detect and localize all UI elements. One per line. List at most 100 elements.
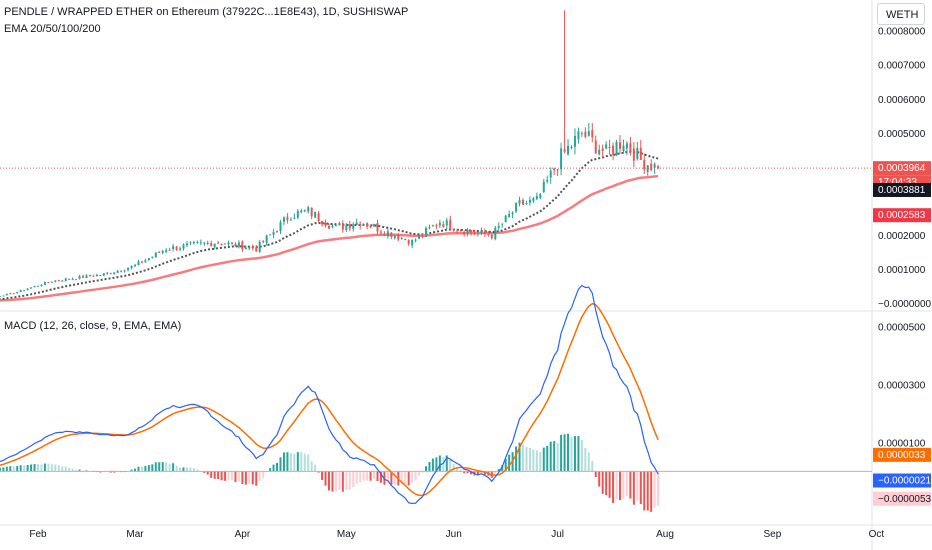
candle-body xyxy=(85,275,88,278)
histogram-bar xyxy=(293,453,296,472)
candle-body xyxy=(546,180,549,182)
histogram-bar xyxy=(168,463,171,472)
histogram-bar xyxy=(248,471,251,485)
candle-body xyxy=(227,242,230,245)
histogram-bar xyxy=(629,471,632,499)
histogram-bar xyxy=(328,471,330,491)
histogram-bar xyxy=(75,470,78,472)
histogram-bar xyxy=(30,464,33,472)
histogram-bar xyxy=(172,463,175,472)
time-axis-tick-label: Oct xyxy=(869,529,885,540)
histogram-bar xyxy=(532,449,535,472)
histogram-bar xyxy=(161,462,164,472)
candle-body xyxy=(50,281,53,283)
histogram-bar xyxy=(237,471,240,481)
candle-body xyxy=(518,199,521,204)
candle-body xyxy=(625,143,628,149)
candle-body xyxy=(373,224,376,227)
candle-body xyxy=(376,223,379,232)
time-axis-tick-label: Apr xyxy=(235,529,251,540)
candle-body xyxy=(5,293,8,296)
histogram-bar xyxy=(154,462,157,472)
histogram-bar xyxy=(57,465,60,472)
histogram-bar xyxy=(210,471,213,478)
candle-body xyxy=(532,198,535,201)
candle-body xyxy=(542,181,545,193)
histogram-bar xyxy=(577,436,580,472)
histogram-bar xyxy=(244,471,247,485)
histogram-bar xyxy=(594,471,597,478)
histogram-bar xyxy=(400,471,403,485)
candle-body xyxy=(265,235,268,243)
price-tags: 0.0003964 17:04:330.0003881 0.0002583 0.000… xyxy=(0,161,932,506)
price-axis-tick-label: 0.0001000 xyxy=(878,265,926,276)
ema-200-line xyxy=(0,174,659,302)
countdown-tag: 17:04:33 xyxy=(878,177,917,188)
candle-body xyxy=(289,219,292,221)
time-axis-tick-label: Aug xyxy=(656,529,674,540)
candle-body xyxy=(431,225,434,227)
macd-legend[interactable]: MACD (12, 26, close, 9, EMA, EMA) xyxy=(4,320,182,332)
histogram-bar xyxy=(279,457,282,472)
histogram-bar xyxy=(217,471,220,480)
histogram-bar xyxy=(262,471,265,478)
histogram-bar xyxy=(68,467,71,472)
candle-body xyxy=(470,230,473,233)
histogram-bar xyxy=(213,471,216,479)
candle-body xyxy=(95,274,98,277)
histogram-bar xyxy=(383,471,386,485)
histogram-bar xyxy=(379,471,382,483)
candle-body xyxy=(615,141,618,155)
candle-body xyxy=(549,170,552,178)
histogram-bar xyxy=(324,471,327,486)
histogram-bar xyxy=(227,471,230,481)
candle-body xyxy=(134,265,136,267)
candle-body xyxy=(307,207,310,212)
candle-body xyxy=(161,250,164,253)
candle-body xyxy=(251,246,254,249)
histogram-bar xyxy=(646,471,649,511)
ema-20-path xyxy=(0,150,659,301)
histogram-bar xyxy=(549,441,552,472)
histogram-bar xyxy=(33,464,36,472)
candle-body xyxy=(483,231,486,234)
ema-200-path xyxy=(0,174,659,302)
signal-value-tag: 0.0000033 xyxy=(878,450,926,461)
candle-body xyxy=(473,232,476,234)
histogram-bar xyxy=(26,464,29,472)
candle-body xyxy=(459,230,462,232)
candle-body xyxy=(30,287,33,289)
candle-body xyxy=(379,231,382,233)
candle-body xyxy=(154,252,157,257)
histogram-bar xyxy=(234,471,237,483)
candle-body xyxy=(348,224,351,229)
candle-body xyxy=(515,202,518,212)
candle-body xyxy=(404,238,407,240)
histogram-bar xyxy=(282,452,285,472)
candle-body xyxy=(123,270,126,272)
candle-body xyxy=(140,261,143,263)
price-axis-tick-label: 0.0007000 xyxy=(878,61,926,72)
currency-selector[interactable]: WETH xyxy=(877,3,925,25)
candle-body xyxy=(47,282,50,284)
candle-body xyxy=(639,147,642,160)
histogram-bar xyxy=(362,471,365,481)
time-axis-tick-label: May xyxy=(337,529,356,540)
histogram-bar xyxy=(480,471,483,474)
histogram-bar xyxy=(622,471,625,499)
candle-body xyxy=(497,225,500,228)
histogram-bar xyxy=(393,471,396,485)
histogram-bar xyxy=(425,466,427,472)
candle-body xyxy=(189,242,192,244)
candle-body xyxy=(272,231,275,235)
candle-body xyxy=(19,290,22,292)
histogram-bar xyxy=(331,471,334,492)
candle-body xyxy=(231,242,233,244)
candle-body xyxy=(428,227,431,229)
histogram-bar xyxy=(615,471,618,500)
histogram-bar xyxy=(64,466,67,472)
candle-body xyxy=(629,143,632,152)
ema-legend[interactable]: EMA 20/50/100/200 xyxy=(4,23,101,35)
candle-body xyxy=(116,270,119,273)
